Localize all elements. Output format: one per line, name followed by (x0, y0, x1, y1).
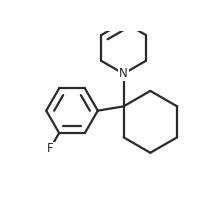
Text: N: N (119, 67, 128, 80)
Text: F: F (47, 142, 54, 155)
